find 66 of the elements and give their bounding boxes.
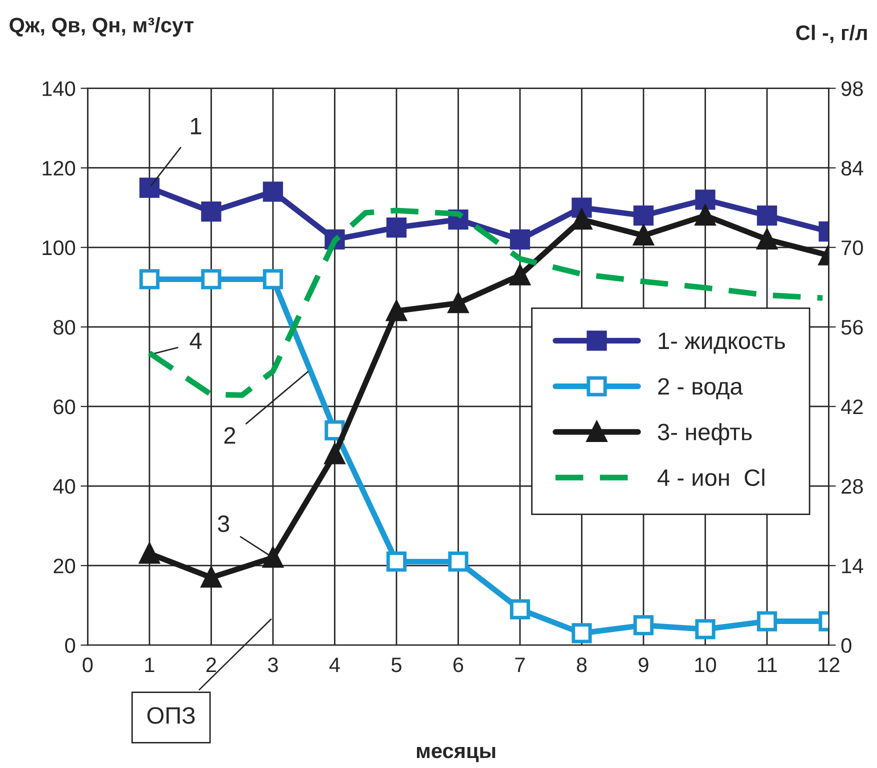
y2-axis-title: Cl -, г/л [796,24,867,44]
y-tick-label: 120 [42,160,76,176]
y-tick-label: 100 [42,240,76,256]
x-tick-label: 8 [576,657,587,672]
annotation: 4 [190,332,202,349]
x-tick-label: 9 [638,657,648,672]
point [386,552,407,572]
x-tick-label: 12 [818,657,840,672]
y-axis-title: Qж, Qв, Qн, м³/сут [10,17,194,37]
point [695,619,716,640]
point [448,552,468,572]
point [324,444,345,464]
y2-tick-label: 56 [841,320,863,335]
y-tick-label: 0 [65,638,76,653]
y2-tick-label: 84 [841,160,864,176]
point [386,300,407,322]
x-tick-label: 7 [515,658,525,672]
x-tick-label: 2 [206,657,216,672]
point [633,225,654,246]
legend-label: 3- нефть [658,423,752,446]
y-tick-label: 60 [54,399,76,414]
y2-tick-label: 70 [842,240,863,256]
text: ОПЗ [147,707,195,724]
annotation: 3 [218,515,230,532]
y2-tick-label: 98 [842,81,863,96]
point [633,206,654,226]
x-axis-title: месяцы [416,746,496,762]
point [139,178,160,198]
legend-label: 4 - ион Cl [658,468,764,486]
x-tick-label: 3 [268,657,278,672]
point [572,623,592,644]
point [756,229,778,250]
x-tick-label: 10 [695,657,716,672]
y2-tick-label: 14 [842,558,864,574]
y2-tick-label: 42 [841,399,863,414]
annotation: 2 [224,427,236,444]
point [572,209,592,230]
point [510,265,530,286]
point [756,206,778,226]
y-tick-label: 80 [54,320,76,335]
y-tick-label: 20 [54,558,76,574]
x-tick-label: 5 [392,658,402,672]
y-tick-label: 40 [53,479,76,494]
point [262,182,284,202]
point [510,599,530,620]
point [262,269,284,290]
point [633,615,654,636]
x-tick-label: 11 [758,658,777,672]
legend-label: 1- жидкость [658,332,785,354]
x-tick-label: 6 [454,657,464,672]
x-tick-label: 0 [82,657,93,672]
x-tick-label: 1 [145,658,154,672]
y-tick-label: 140 [42,81,76,96]
y2-tick-label: 0 [841,638,852,653]
point [201,567,222,588]
annotation: 1 [191,118,202,134]
point [386,217,407,238]
point [695,190,716,210]
point [756,611,778,632]
legend-label: 2 - вода [658,378,743,400]
y2-tick-label: 28 [842,479,863,494]
point [201,269,222,290]
point [201,202,222,222]
x-tick-label: 4 [329,658,340,672]
point [139,269,160,290]
point [510,229,530,250]
